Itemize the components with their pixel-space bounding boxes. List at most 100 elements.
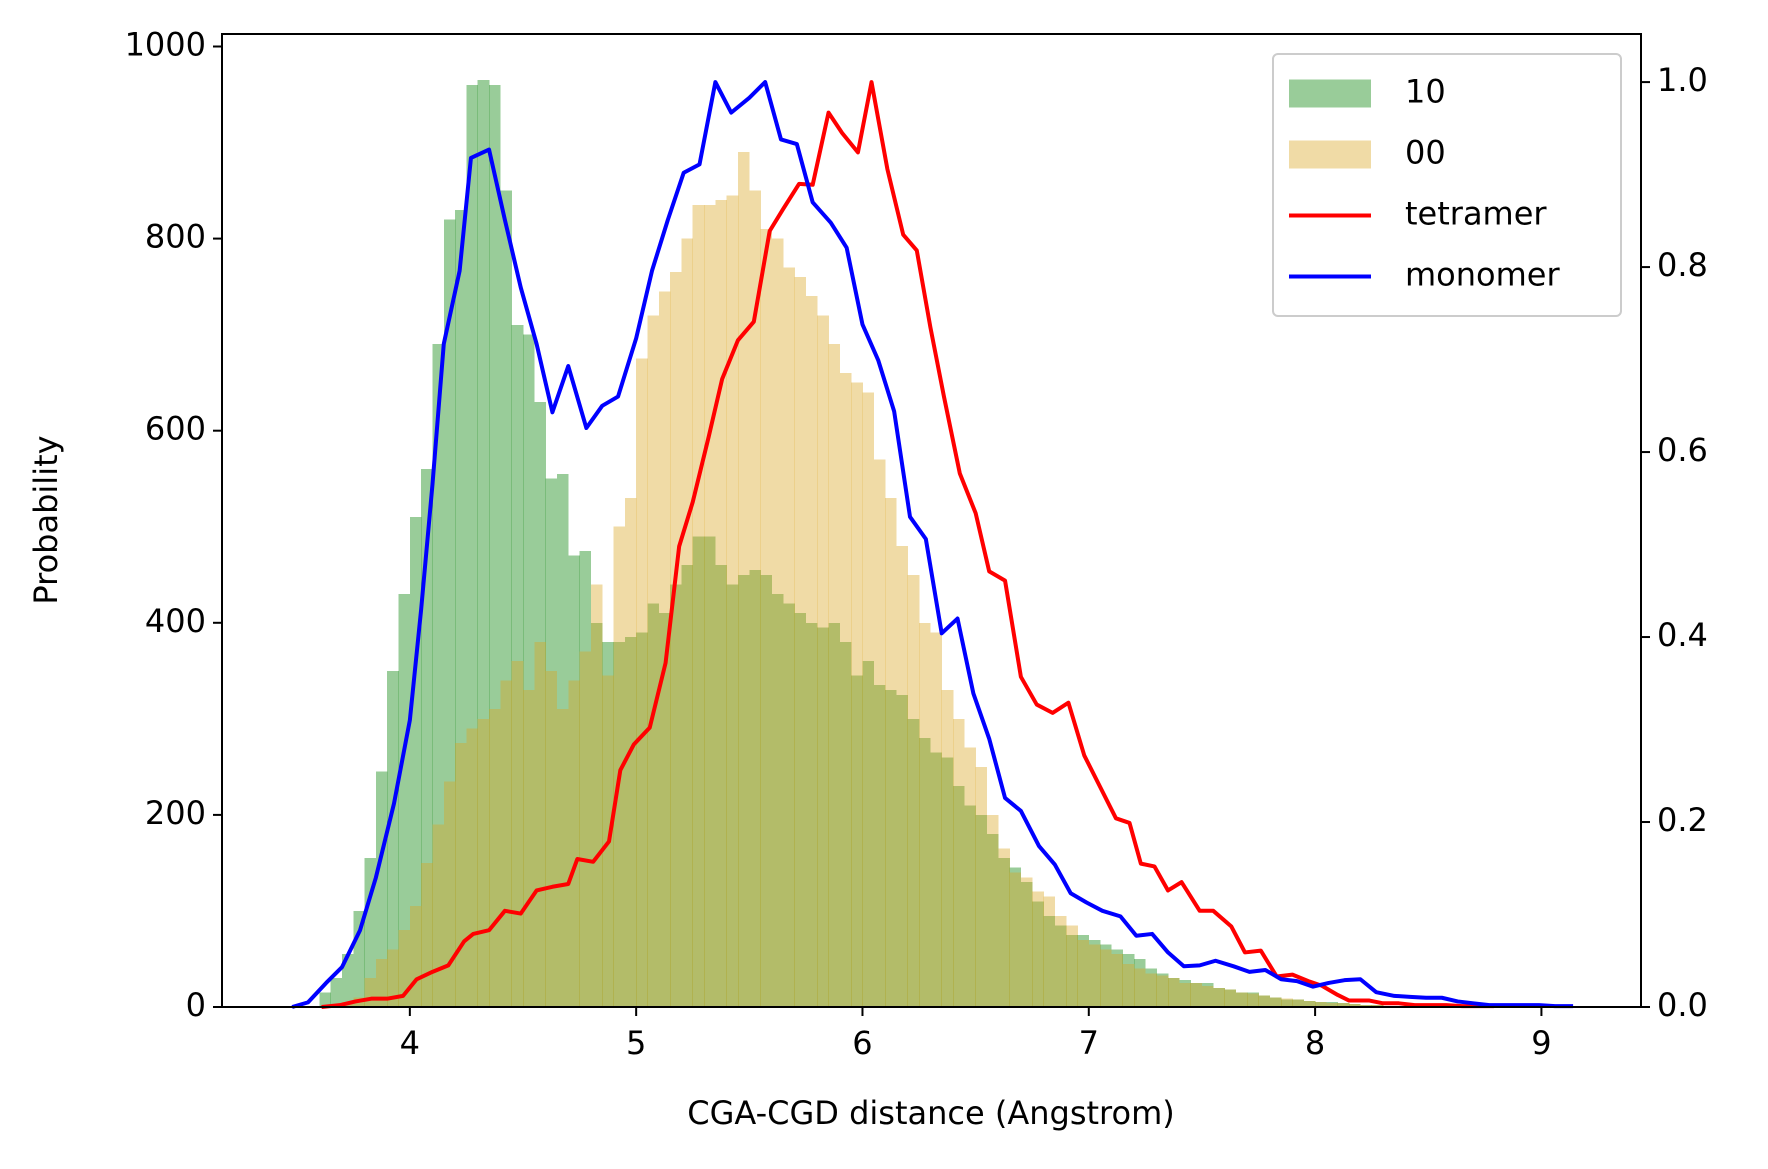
histogram-bar [1247, 992, 1259, 1007]
histogram-bar [1235, 992, 1248, 1007]
y2-tick-label: 0.2 [1657, 801, 1708, 839]
histogram-bar [1088, 944, 1101, 1007]
histogram-bar [1190, 982, 1203, 1007]
histogram-bar [986, 834, 999, 1007]
histogram-bar [783, 603, 795, 1007]
histogram-bar [523, 334, 535, 1007]
histogram-bar [636, 358, 648, 1007]
histogram-bar [443, 219, 456, 1007]
histogram-bar [1258, 995, 1271, 1007]
y2-tick-label: 1.0 [1657, 61, 1708, 99]
histogram-bar [658, 613, 671, 1007]
y-tick-label: 0 [186, 986, 206, 1024]
histogram-bar [443, 781, 456, 1007]
histogram-bar [1235, 992, 1248, 1007]
y2-tick-label: 0.6 [1657, 431, 1708, 469]
histogram-bar [839, 373, 852, 1007]
histogram-bar [1111, 949, 1124, 1007]
histogram-bar [319, 992, 331, 1007]
histogram-bar [1100, 949, 1112, 1007]
histogram-bar [986, 814, 999, 1007]
histogram-bar [477, 80, 490, 1008]
histogram-bar [953, 718, 965, 1007]
histogram-bar [715, 200, 727, 1007]
histogram-bar [1066, 925, 1078, 1007]
histogram-bar [466, 728, 479, 1007]
histogram-bar [964, 747, 976, 1007]
histogram-bar [568, 680, 580, 1007]
histogram-bar [545, 670, 558, 1007]
histogram-bar [375, 958, 388, 1007]
x-tick-label: 9 [1531, 1024, 1551, 1062]
y-tick-label: 800 [145, 218, 206, 256]
histogram-bar [1315, 1002, 1327, 1007]
histogram-bar [613, 642, 626, 1007]
histogram-bar [771, 593, 784, 1007]
histogram-bar [681, 238, 694, 1007]
y-tick-label: 1000 [125, 25, 206, 63]
histogram-bar [1122, 963, 1135, 1007]
histogram-bar [1337, 1003, 1350, 1007]
histogram-bar [1201, 985, 1214, 1007]
histogram-bar [1032, 901, 1044, 1007]
histogram-bar [964, 805, 976, 1007]
histogram-bar [1213, 987, 1225, 1007]
histogram-bar [715, 565, 727, 1007]
histogram-bar [500, 190, 512, 1008]
histogram-bar [534, 401, 546, 1008]
histogram-bar [568, 555, 580, 1007]
histogram-bar [466, 84, 479, 1007]
histogram-bar [760, 574, 773, 1007]
histogram-bar [771, 238, 784, 1007]
histogram-bar [1247, 993, 1259, 1007]
histogram-bar [1326, 1002, 1339, 1007]
histogram-bar [387, 949, 399, 1007]
histogram-bar [919, 622, 931, 1007]
histogram-bar [783, 267, 795, 1007]
histogram-bar [1315, 1002, 1327, 1007]
histogram-bar [432, 824, 445, 1007]
histogram-bar [726, 195, 739, 1008]
histogram-bar [805, 296, 818, 1008]
histogram-bar [1043, 896, 1056, 1007]
histogram-bar [500, 680, 512, 1007]
histogram-bar [896, 545, 909, 1007]
histogram-bar [364, 858, 377, 1007]
histogram-bar [1213, 987, 1225, 1007]
histogram-bar [1077, 934, 1090, 1007]
histogram-bar [341, 954, 354, 1007]
histogram-bar [523, 690, 535, 1007]
plot-area [291, 80, 1574, 1009]
histogram-bar [398, 593, 411, 1007]
histogram-bar [896, 694, 909, 1007]
legend-label: 00 [1405, 134, 1446, 172]
y-axis-label: Probability [27, 435, 65, 604]
histogram-bar [647, 315, 660, 1007]
histogram-bar [885, 497, 897, 1007]
histogram-bar [455, 209, 467, 1008]
histogram-bar [907, 718, 920, 1007]
histogram-bar [919, 738, 931, 1007]
histogram-bar [409, 517, 422, 1007]
histogram-bar [636, 632, 648, 1007]
histogram-bar [590, 622, 603, 1007]
legend-label: tetramer [1405, 195, 1547, 233]
histogram-bar [1269, 997, 1282, 1007]
histogram-bar [805, 622, 818, 1007]
histogram-bar [817, 315, 829, 1007]
histogram-bar [930, 752, 942, 1007]
histogram-bar [670, 272, 682, 1008]
histogram-bar [1190, 982, 1203, 1007]
y-tick-label: 200 [145, 794, 206, 832]
histogram-bar [930, 632, 942, 1007]
histogram-bar [477, 718, 490, 1007]
histogram-bar [738, 152, 750, 1008]
histogram-bar [1156, 973, 1169, 1007]
legend-label: 10 [1405, 73, 1446, 111]
legend: 10 00 tetramer monomer [1272, 53, 1622, 317]
histogram-bar [330, 978, 343, 1007]
histogram-bar [851, 382, 863, 1007]
histogram-bar [534, 642, 546, 1007]
histogram-bar [828, 622, 841, 1007]
